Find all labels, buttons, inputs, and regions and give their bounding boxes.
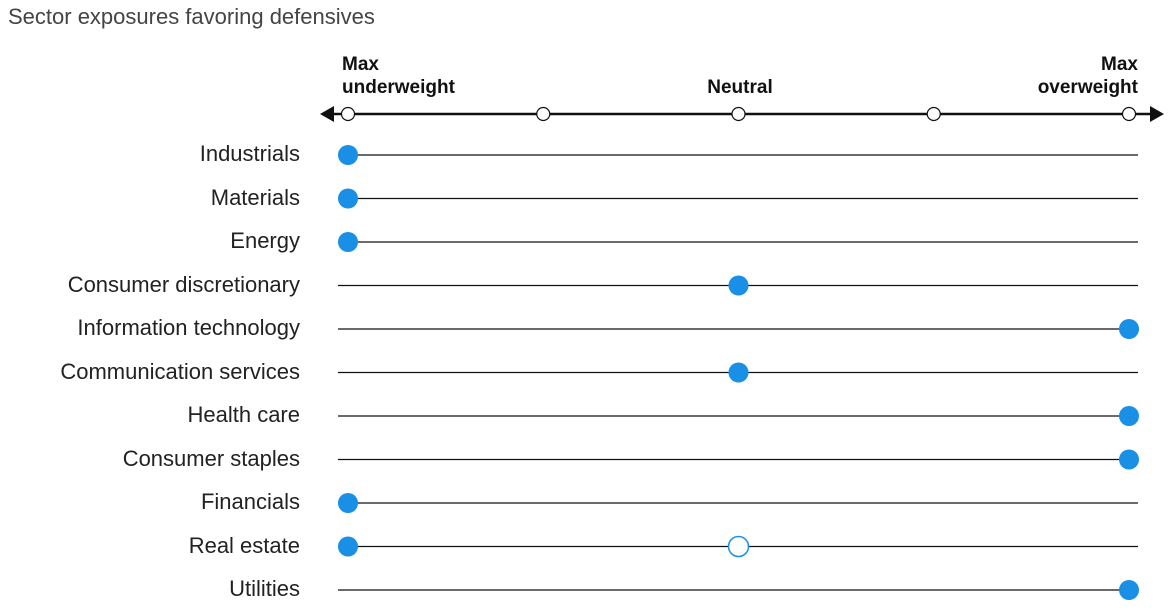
filled-marker <box>338 188 358 209</box>
sector-label: Health care <box>187 402 300 427</box>
sector-label: Financials <box>200 489 300 514</box>
max-underweight-label-line1: Max <box>342 54 379 75</box>
sector-label: Real estate <box>188 532 300 558</box>
scale-tick-3 <box>926 106 941 122</box>
filled-marker <box>1119 580 1139 600</box>
sector-label: Industrials <box>199 141 300 166</box>
sector-label: Consumer staples <box>122 445 300 471</box>
filled-marker <box>338 493 358 513</box>
scale-arrow-left <box>320 106 334 122</box>
max-overweight-label-line2: overweight <box>1037 77 1138 98</box>
sector-label: Consumer discretionary <box>67 271 300 297</box>
filled-marker <box>338 145 358 165</box>
sector-label: Information technology <box>77 315 300 340</box>
max-overweight-label: Max overweight <box>1038 53 1138 99</box>
filled-marker <box>728 362 749 383</box>
sector-label: Communication services <box>60 358 300 384</box>
filled-marker <box>1119 449 1139 470</box>
scale-tick-0 <box>340 106 356 122</box>
filled-marker <box>338 536 358 557</box>
scale-tick-1 <box>536 106 551 122</box>
scale-tick-2 <box>731 106 746 122</box>
chart-title: Sector exposures favoring defensives <box>8 4 375 29</box>
filled-marker <box>728 275 749 296</box>
scale-tick-4 <box>1121 106 1137 122</box>
scale-arrow-right <box>1150 106 1164 122</box>
filled-marker <box>1119 406 1139 426</box>
max-overweight-label-line1: Max <box>1101 54 1138 75</box>
hollow-marker <box>727 535 750 558</box>
sector-label: Utilities <box>229 576 300 601</box>
sector-label: Materials <box>210 184 300 210</box>
filled-marker <box>338 232 358 252</box>
sector-label: Energy <box>230 228 300 253</box>
filled-marker <box>1119 319 1139 339</box>
max-underweight-label-line2: underweight <box>342 77 455 98</box>
max-underweight-label: Max underweight <box>342 53 455 99</box>
neutral-label: Neutral <box>707 77 773 98</box>
